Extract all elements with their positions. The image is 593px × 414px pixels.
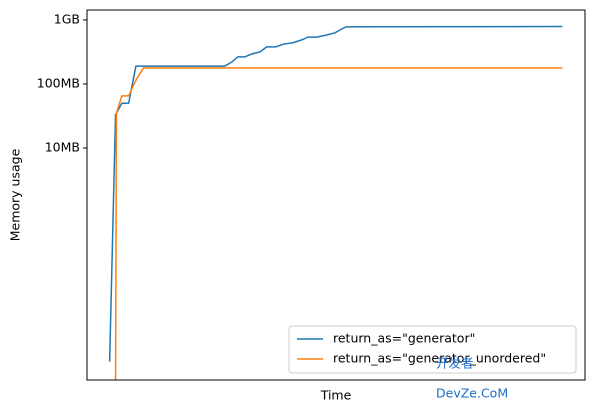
watermark: DevZe.CoM — [436, 386, 508, 401]
plot-frame — [86, 9, 586, 381]
series-line — [114, 67, 563, 380]
legend-label: return_as="generator" — [333, 331, 475, 346]
legend-box — [288, 325, 577, 374]
y-tick-label: 1GB — [54, 11, 80, 26]
legend: return_as="generator" return_as="generato… — [288, 325, 577, 374]
watermark: 开发者 — [436, 356, 474, 371]
legend-label: return_as="generator_unordered" — [333, 351, 546, 366]
y-tick-label: 10MB — [45, 139, 80, 154]
series-line — [108, 25, 563, 362]
plot-area — [108, 25, 563, 380]
y-axis-label: Memory usage — [8, 148, 23, 241]
x-axis-label: Time — [320, 388, 352, 403]
y-tick-label: 100MB — [37, 75, 80, 90]
